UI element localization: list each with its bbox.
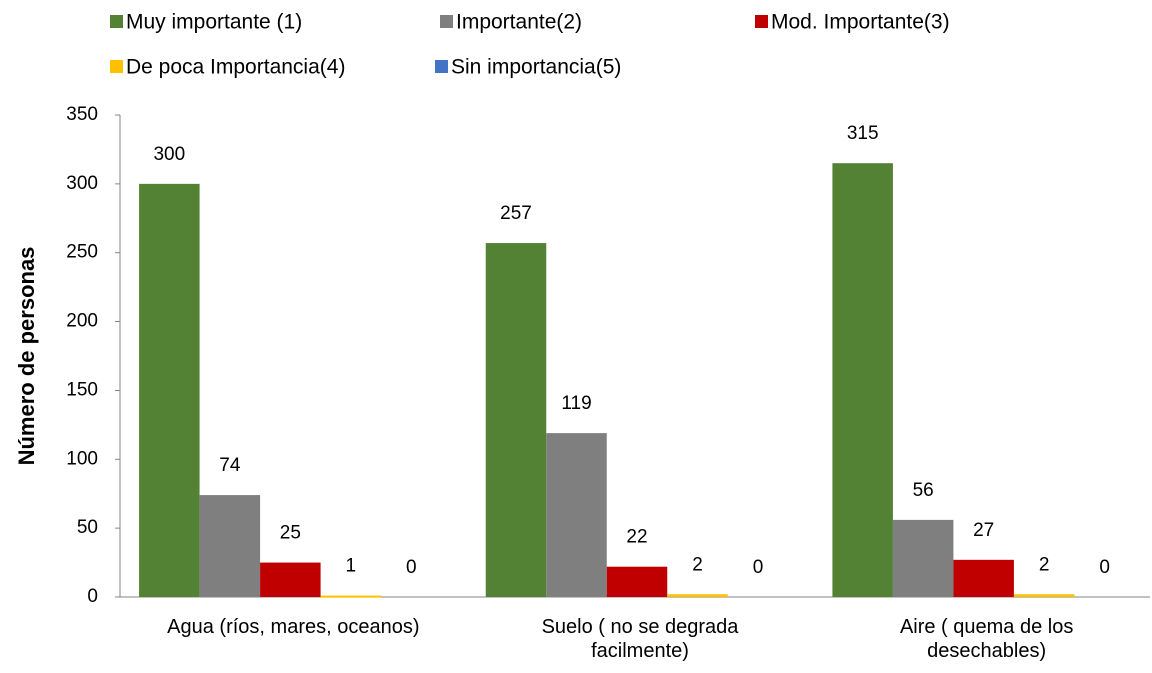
y-axis-label: Número de personas <box>14 247 39 466</box>
data-label: 0 <box>1099 557 1110 578</box>
y-tick-label: 250 <box>66 242 98 263</box>
legend-label: Mod. Importante(3) <box>771 11 950 34</box>
x-tick-label: Aire ( quema de los desechables) <box>899 616 1074 662</box>
data-label: 22 <box>626 527 647 548</box>
y-tick-label: 150 <box>66 379 98 400</box>
y-tick-label: 200 <box>66 311 98 332</box>
bar <box>139 183 200 597</box>
data-label: 2 <box>692 554 703 575</box>
bar <box>260 562 321 597</box>
data-label: 1 <box>346 556 357 577</box>
bar <box>546 433 607 597</box>
bar <box>485 243 547 597</box>
bar <box>606 566 668 597</box>
x-tick-label-box: Suelo ( no se degrada facilmente) <box>541 616 739 662</box>
data-label: 119 <box>561 393 591 414</box>
y-tick-label: 0 <box>87 586 98 607</box>
x-tick-label-box: Agua (ríos, mares, oceanos) <box>167 616 420 638</box>
y-tick-label: 350 <box>66 104 98 125</box>
bar <box>892 519 954 597</box>
y-tick-label: 100 <box>66 448 98 469</box>
bar <box>320 595 382 598</box>
legend-label: Importante(2) <box>456 11 582 34</box>
data-label: 25 <box>280 523 301 544</box>
legend-label: Sin importancia(5) <box>451 56 621 79</box>
bar <box>667 594 728 597</box>
bar <box>1013 594 1075 597</box>
data-label: 0 <box>753 557 764 578</box>
x-tick-label: Agua (ríos, mares, oceanos) <box>167 616 420 638</box>
legend-swatch <box>110 60 123 73</box>
legend-swatch <box>110 15 123 28</box>
data-label: 56 <box>913 480 934 501</box>
bar <box>953 559 1014 597</box>
data-label: 27 <box>973 520 994 541</box>
data-label: 2 <box>1039 554 1050 575</box>
legend-swatch <box>435 60 448 73</box>
y-tick-label: 300 <box>66 173 98 194</box>
legend-label: De poca Importancia(4) <box>126 56 345 79</box>
y-tick-label: 50 <box>77 517 98 538</box>
data-label: 315 <box>847 123 879 144</box>
bar <box>199 495 261 597</box>
legend-swatch <box>440 15 453 28</box>
data-label: 300 <box>153 144 185 165</box>
data-label: 74 <box>219 455 241 476</box>
x-tick-label-box: Aire ( quema de los desechables) <box>899 616 1074 662</box>
legend-label: Muy importante (1) <box>126 11 302 34</box>
x-tick-label: Suelo ( no se degrada facilmente) <box>541 616 739 662</box>
bar <box>832 163 893 597</box>
data-label: 0 <box>406 557 417 578</box>
data-label: 257 <box>500 203 532 224</box>
legend-swatch <box>755 15 768 28</box>
